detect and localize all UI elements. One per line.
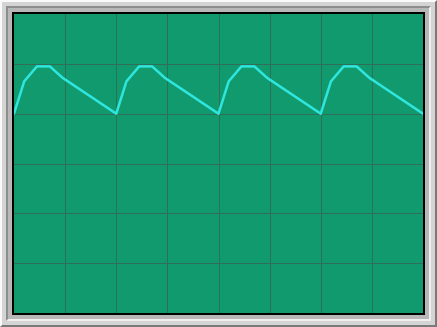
oscilloscope-screen: [12, 12, 425, 315]
waveform-plot: [14, 14, 423, 313]
waveform-trace: [14, 65, 423, 115]
screen-background: [14, 14, 423, 313]
